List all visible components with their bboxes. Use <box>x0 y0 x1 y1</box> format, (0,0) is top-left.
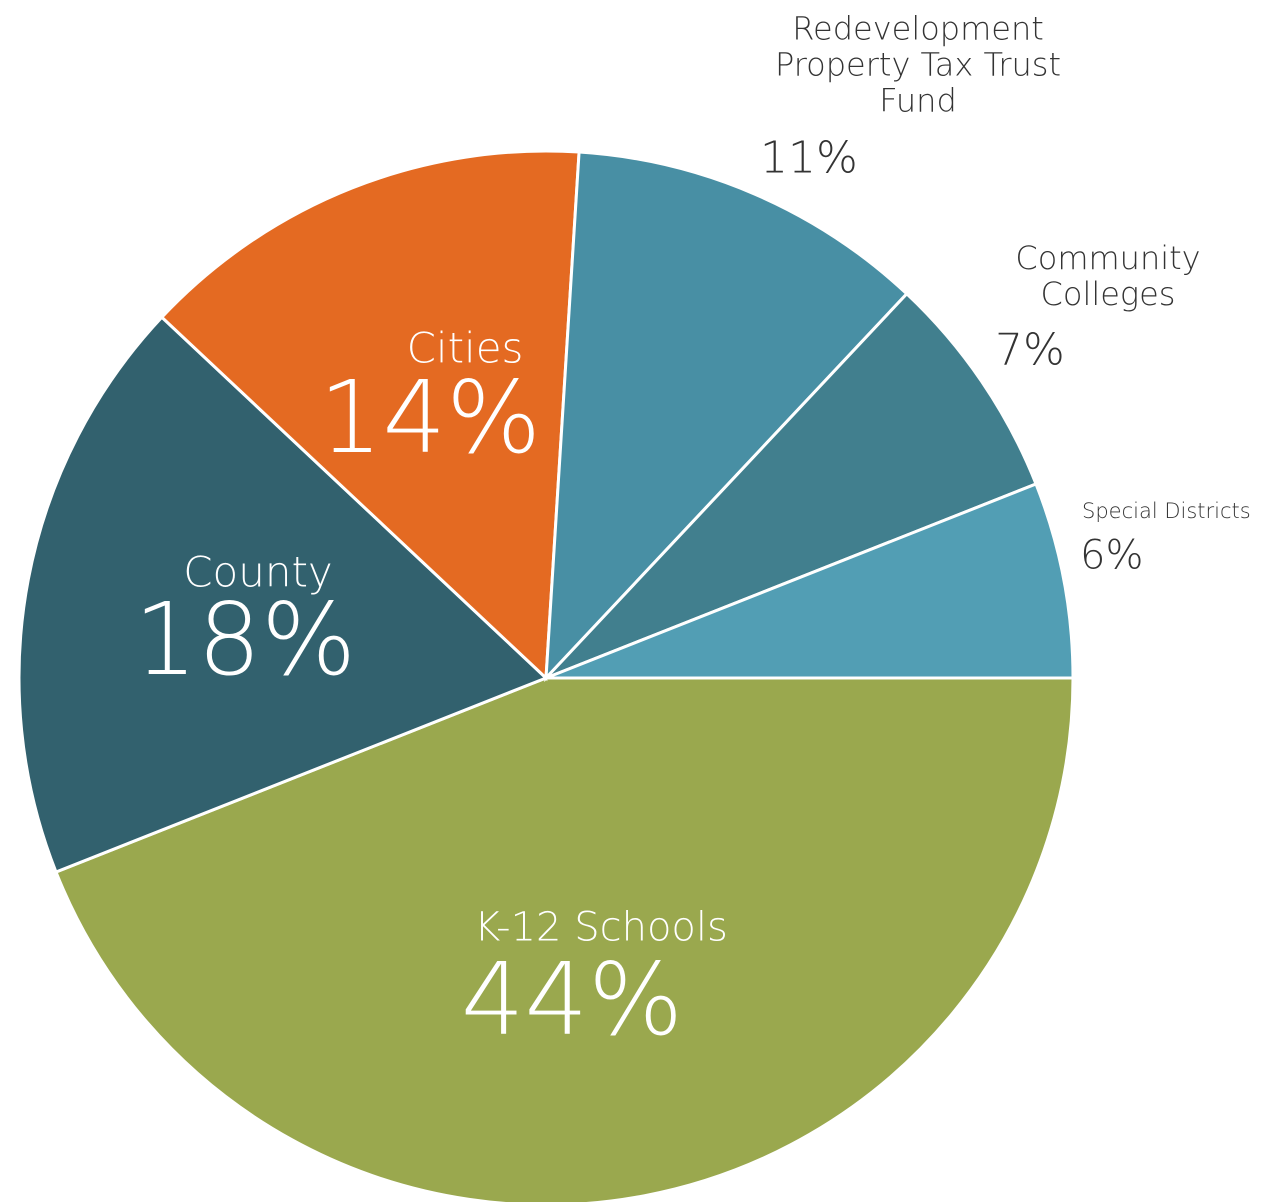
value-label: 7% <box>995 324 1065 376</box>
slice-label: Community Colleges <box>1015 239 1201 313</box>
pie-slice <box>544 150 909 683</box>
slice-label: Special Districts <box>1082 499 1251 524</box>
value-label: 11% <box>760 132 858 184</box>
pie-slice <box>159 149 581 682</box>
slice-label: Cities <box>406 323 524 373</box>
pie-slice <box>54 676 1075 1202</box>
slice-label: Redevelopment Property Tax Trust Fund <box>774 9 1062 119</box>
pie-slice <box>545 482 1075 680</box>
value-label: 6% <box>1080 532 1144 579</box>
value-label: 44% <box>460 941 684 1058</box>
pie-slice <box>544 291 1038 680</box>
slice-label: K-12 Schools <box>474 904 728 951</box>
slice-label: County <box>183 547 333 597</box>
pie-slice <box>17 315 549 874</box>
value-label: 14% <box>318 359 542 476</box>
value-label: 18% <box>133 581 357 698</box>
